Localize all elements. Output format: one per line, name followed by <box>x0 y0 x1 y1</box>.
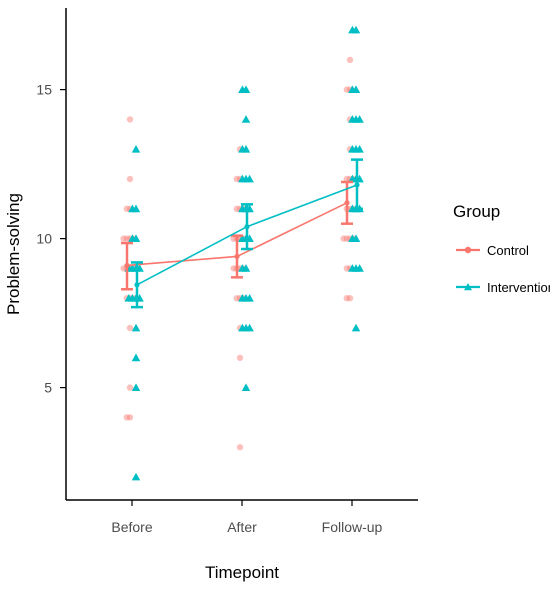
intervention-data-point <box>245 323 254 332</box>
control-data-point <box>343 175 350 183</box>
legend-label: Control <box>487 243 529 258</box>
intervention-data-point <box>238 174 247 183</box>
intervention-data-point <box>355 144 364 153</box>
intervention-data-point <box>238 85 247 93</box>
control-data-point <box>346 295 354 302</box>
control-data-point <box>120 235 127 242</box>
control-data-point <box>126 324 134 332</box>
intervention-data-point <box>128 234 137 242</box>
intervention-data-point <box>131 144 141 153</box>
intervention-data-point <box>348 234 357 242</box>
legend-title: Group <box>453 202 500 221</box>
intervention-data-point <box>355 264 364 272</box>
control-data-point <box>230 265 237 272</box>
intervention-data-point <box>245 293 254 302</box>
x-axis-title: Timepoint <box>205 563 279 582</box>
x-tick-label: After <box>227 519 257 535</box>
control-data-point <box>123 414 130 421</box>
intervention-data-point <box>238 144 247 153</box>
x-tick-label: Before <box>111 519 152 535</box>
control-data-point <box>343 265 350 272</box>
control-data-point <box>343 86 350 93</box>
intervention-data-point <box>131 383 141 391</box>
intervention-data-point <box>348 264 357 272</box>
legend-key-marker <box>464 246 472 254</box>
control-data-point <box>126 414 134 421</box>
control-mean-point <box>234 253 240 260</box>
control-data-point <box>123 205 130 212</box>
legend-label: Intervention <box>487 280 550 295</box>
control-data-point <box>346 56 354 63</box>
y-tick-label: 10 <box>36 231 52 247</box>
control-data-point <box>343 295 350 302</box>
y-tick-label: 15 <box>36 82 52 98</box>
control-data-point <box>126 116 134 123</box>
control-data-point <box>230 235 237 242</box>
legend-item-intervention: Intervention <box>456 280 550 295</box>
intervention-data-point <box>124 293 134 302</box>
legend-key-marker <box>464 283 472 291</box>
intervention-mean-point <box>134 282 140 288</box>
y-tick-label: 5 <box>44 380 52 396</box>
intervention-data-point <box>238 323 247 332</box>
control-data-point <box>126 175 134 183</box>
intervention-data-point <box>131 353 141 362</box>
intervention-data-point <box>348 115 357 123</box>
intervention-data-point <box>131 472 141 481</box>
intervention-data-point <box>245 174 254 183</box>
control-mean-point <box>344 200 350 206</box>
control-data-point <box>123 235 130 242</box>
control-data-point <box>233 295 240 302</box>
control-data-point <box>126 384 134 391</box>
intervention-mean-point <box>244 224 250 230</box>
intervention-data-point <box>348 25 357 34</box>
y-axis-title: Problem-solving <box>4 193 23 315</box>
intervention-data-point <box>348 85 357 93</box>
intervention-data-point <box>351 323 361 332</box>
intervention-data-point <box>241 115 251 123</box>
control-data-point <box>236 444 244 451</box>
intervention-data-point <box>128 204 137 213</box>
intervention-data-point <box>238 264 247 272</box>
control-data-point <box>340 235 347 242</box>
legend-item-control: Control <box>456 243 529 258</box>
intervention-data-point <box>238 293 247 302</box>
ticks-layer: 5 10 15 Before After Follow-up <box>36 82 382 535</box>
control-data-point <box>343 235 350 242</box>
control-data-point <box>236 354 244 361</box>
intervention-data-point <box>131 323 141 332</box>
x-tick-label: Follow-up <box>322 519 383 535</box>
intervention-data-point <box>238 234 247 242</box>
control-data-point <box>233 175 240 183</box>
intervention-data-point <box>238 204 247 213</box>
control-data-point <box>233 205 240 212</box>
intervention-data-point <box>348 144 357 153</box>
mean-lines-layer <box>121 158 363 309</box>
intervention-mean-point <box>354 182 360 188</box>
intervention-data-point <box>241 383 251 391</box>
control-mean-point <box>124 262 130 269</box>
data-points-layer <box>120 25 364 481</box>
legend: Group Control Intervention <box>453 202 550 295</box>
intervention-data-point <box>348 174 357 183</box>
intervention-data-point <box>355 115 364 123</box>
